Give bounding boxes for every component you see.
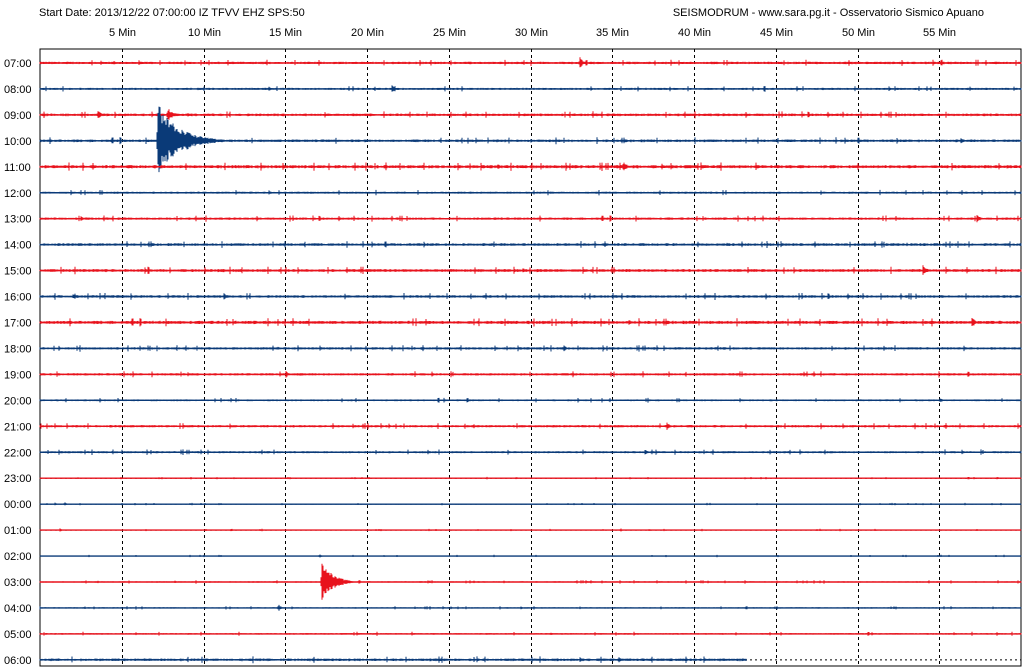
hour-label: 14:00 [4,240,32,252]
x-tick-label: 45 Min [760,27,793,39]
labels: 5 Min 10 Min 15 Min 20 Min 25 Min 30 Min 35 Mi… [4,27,956,667]
hour-label: 17:00 [4,318,32,330]
hour-label: 01:00 [4,525,32,537]
hour-label: 18:00 [4,343,32,355]
x-tick-label: 55 Min [923,27,956,39]
hour-label: 10:00 [4,136,32,148]
x-tick-label: 20 Min [351,27,384,39]
hour-label: 08:00 [4,84,32,96]
x-tick-label: 30 Min [515,27,548,39]
x-tick-label: 25 Min [433,27,466,39]
hour-label: 07:00 [4,58,32,70]
hour-label: 13:00 [4,214,32,226]
hour-label: 23:00 [4,473,32,485]
x-tick-label: 5 Min [109,27,136,39]
x-tick-label: 50 Min [842,27,875,39]
x-tick-label: 15 Min [269,27,302,39]
hour-label: 15:00 [4,266,32,278]
hour-label: 11:00 [4,162,31,174]
trace-1000 [39,106,1022,173]
x-tick-label: 40 Min [678,27,711,39]
trace-0700 [39,57,1022,68]
traces [39,57,1022,664]
hour-label: 20:00 [4,395,32,407]
hour-label: 06:00 [4,655,32,667]
hour-label: 09:00 [4,110,32,122]
hour-label: 02:00 [4,551,32,563]
start-date-label: Start Date: 2013/12/22 07:00:00 IZ TFVV … [39,7,305,19]
hour-label: 19:00 [4,369,32,381]
x-tick-label: 35 Min [596,27,629,39]
hour-label: 22:00 [4,447,32,459]
hour-label: 21:00 [4,421,32,433]
source-label: SEISMODRUM - www.sara.pg.it - Osservator… [672,7,984,19]
hour-label: 12:00 [4,188,32,200]
hour-label: 04:00 [4,603,32,615]
hour-label: 03:00 [4,577,32,589]
hour-label: 16:00 [4,292,32,304]
plot-frame [39,48,1022,667]
hour-label: 05:00 [4,629,32,641]
x-tick-label: 10 Min [188,27,221,39]
hour-label: 00:00 [4,499,32,511]
